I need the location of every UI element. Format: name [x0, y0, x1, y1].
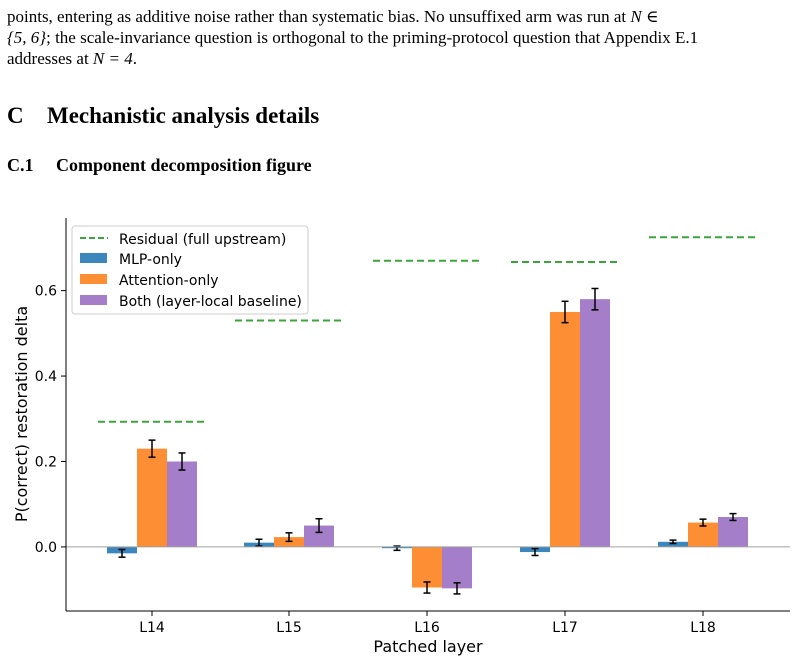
bars-layer: [107, 287, 748, 595]
paragraph-math: N = 4: [92, 49, 133, 68]
section-heading: C Mechanistic analysis details: [7, 103, 319, 129]
y-axis-label: P(correct) restoration delta: [12, 306, 31, 522]
bar: [658, 541, 688, 547]
paragraph-math: {5, 6}: [7, 28, 47, 47]
component-decomposition-chart: 0.0 0.2 0.4 0.6 L14 L15 L16 L17 L18 Patched lay…: [12, 218, 790, 656]
section-title: Mechanistic analysis details: [47, 103, 320, 128]
legend-frame: [71, 225, 309, 315]
bar: [580, 299, 610, 547]
x-axis-label: Patched layer: [373, 637, 483, 656]
paragraph-math: N ∈: [630, 7, 659, 26]
x-ticks-layer: L14 L15 L16 L17 L18: [139, 611, 716, 636]
subsection-heading: C.1 Component decomposition figure: [7, 155, 312, 176]
x-tick-label: L17: [552, 620, 578, 636]
legend: Residual (full upstream) MLP-only Attent…: [71, 225, 309, 315]
legend-both-label: Both (layer-local baseline): [119, 294, 302, 310]
y-tick-label: 0.6: [35, 284, 57, 300]
paragraph-text: points, entering as additive noise rathe…: [7, 7, 631, 26]
x-tick-label: L14: [139, 620, 165, 636]
paragraph-text: .: [132, 49, 137, 68]
bar: [718, 517, 748, 547]
y-ticks-layer: 0.0 0.2 0.4 0.6: [35, 284, 66, 556]
legend-mlp-swatch: [80, 253, 107, 263]
residual-lines-layer: [98, 236, 757, 423]
y-tick-label: 0.4: [35, 369, 57, 385]
x-tick-label: L16: [414, 620, 440, 636]
bar: [550, 311, 580, 547]
legend-attention-label: Attention-only: [119, 273, 219, 289]
bar: [412, 546, 442, 588]
y-tick-label: 0.0: [35, 540, 57, 556]
bar: [137, 448, 167, 547]
x-tick-label: L18: [690, 620, 716, 636]
bar: [442, 546, 472, 589]
subsection-title: Component decomposition figure: [56, 155, 312, 175]
legend-both-swatch: [80, 295, 107, 305]
section-number: C: [7, 103, 24, 128]
legend-mlp-label: MLP-only: [119, 252, 182, 268]
bar: [167, 461, 197, 547]
x-tick-label: L15: [276, 620, 302, 636]
legend-attention-swatch: [80, 274, 107, 284]
bar: [304, 525, 334, 547]
body-paragraph: points, entering as additive noise rathe…: [7, 6, 802, 69]
paragraph-text: ; the scale-invariance question is ortho…: [46, 28, 699, 47]
y-tick-label: 0.2: [35, 454, 57, 470]
paragraph-text: addresses at: [7, 49, 93, 68]
legend-residual-label: Residual (full upstream): [119, 232, 286, 248]
subsection-number: C.1: [7, 155, 34, 175]
